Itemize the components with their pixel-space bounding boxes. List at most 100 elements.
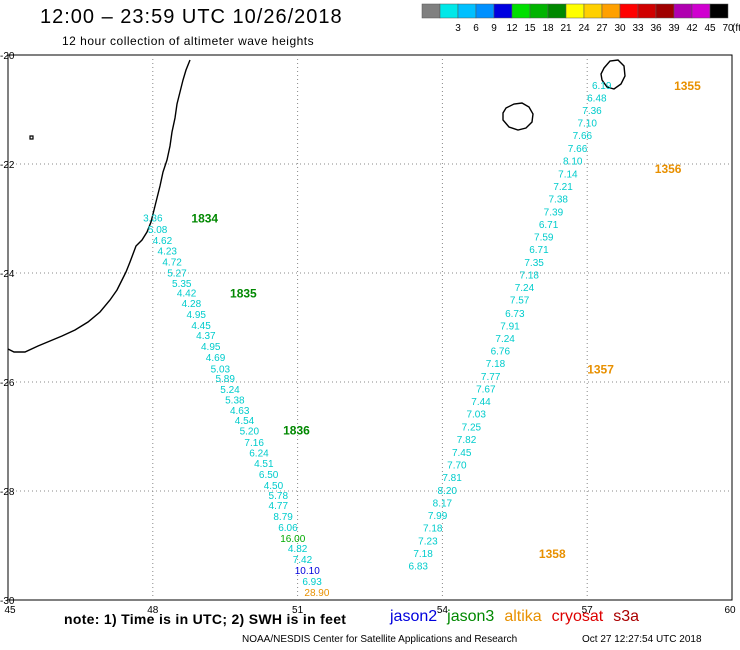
satellite-name: jason3 — [447, 608, 495, 625]
wave-height-value: 4.62 — [153, 236, 173, 247]
legend-swatch — [547, 3, 567, 19]
wave-height-value: 6.19 — [592, 81, 612, 92]
wave-height-value: 6.48 — [587, 94, 607, 105]
islet — [29, 135, 34, 140]
wave-height-value: 8.10 — [563, 157, 583, 168]
legend-swatch — [457, 3, 477, 19]
wave-height-value: 6.71 — [539, 220, 559, 231]
lat-lon-grid: 45 48 51 54 57 60 -20 -22 -24 -26 -28 -30 — [0, 51, 736, 616]
legend-tick-label: 12 — [506, 23, 518, 34]
legend-tick-label: 45 — [704, 23, 716, 34]
plot-frame — [7, 54, 733, 601]
legend-tick-label: 70 — [722, 23, 734, 34]
legend-swatch — [493, 3, 513, 19]
wave-height-value: 4.72 — [162, 258, 182, 269]
wave-height-value: 7.18 — [423, 524, 443, 535]
wave-height-value: 5.89 — [215, 374, 235, 385]
wave-height-value: 7.45 — [452, 448, 472, 459]
wave-height-value: 7.03 — [466, 410, 486, 421]
wave-height-value: 7.24 — [495, 334, 515, 345]
wave-height-value: 7.42 — [293, 555, 313, 566]
wave-height-value: 28.90 — [304, 588, 329, 599]
footer-note: note: 1) Time is in UTC; 2) SWH is in fe… — [64, 611, 347, 627]
legend-tick-label: 27 — [596, 23, 608, 34]
coastlines — [7, 59, 626, 353]
legend-swatch — [601, 3, 621, 19]
legend-tick-label: 6 — [473, 23, 479, 34]
wave-height-value: 7.14 — [558, 169, 578, 180]
legend-swatch — [565, 3, 585, 19]
pass-number-label: 1357 — [587, 362, 614, 376]
legend-tick-label: 30 — [614, 23, 626, 34]
reunion-island — [502, 102, 534, 131]
wave-height-value: 7.36 — [582, 106, 602, 117]
latitude-tick-label: -22 — [0, 160, 15, 171]
legend-swatch — [673, 3, 693, 19]
legend-swatch — [475, 3, 495, 19]
legend-swatch — [511, 3, 531, 19]
wave-height-value: 7.82 — [457, 435, 477, 446]
wave-height-value: 7.23 — [418, 537, 438, 548]
footer-timestamp: Oct 27 12:27:54 UTC 2018 — [582, 634, 702, 645]
wave-height-value: 4.54 — [235, 416, 255, 427]
wave-height-value: 4.69 — [206, 353, 226, 364]
satellite-legend: jason2 jason3 altika cryosat s3a — [390, 608, 649, 626]
wave-height-value: 8.17 — [433, 498, 453, 509]
wave-height-value: 7.18 — [413, 549, 433, 560]
wave-height-value: 7.18 — [486, 359, 506, 370]
wave-height-value: 4.23 — [158, 247, 178, 258]
wave-height-value: 8.20 — [437, 486, 457, 497]
pass-number-label: 1834 — [191, 211, 218, 225]
legend-tick-label: 33 — [632, 23, 644, 34]
wave-height-value: 6.76 — [491, 346, 511, 357]
wave-height-value: 8.79 — [273, 512, 293, 523]
wave-height-value: 4.82 — [288, 544, 308, 555]
legend-swatch — [619, 3, 639, 19]
legend-swatch — [655, 3, 675, 19]
satellite-name: s3a — [613, 608, 640, 625]
legend-tick-label: 36 — [650, 23, 662, 34]
wave-height-value: 5.03 — [211, 364, 231, 375]
pass-number-label: 1835 — [230, 287, 257, 301]
legend-unit-label: (ft) — [732, 23, 740, 34]
legend-tick-label: 9 — [491, 23, 497, 34]
longitude-tick-label: 45 — [4, 605, 16, 616]
wave-height-value: 7.16 — [244, 438, 264, 449]
wave-height-value: 7.38 — [549, 194, 569, 205]
wave-height-value: 7.35 — [524, 258, 544, 269]
latitude-tick-label: -30 — [0, 596, 15, 607]
wave-height-value: 7.39 — [544, 207, 564, 218]
wave-height-value: 7.67 — [476, 385, 496, 396]
wave-height-value: 4.45 — [191, 321, 211, 332]
wave-height-value: 16.00 — [280, 534, 305, 545]
wave-height-value: 7.59 — [534, 232, 554, 243]
legend-tick-label: 18 — [542, 23, 554, 34]
map-title: 12:00 – 23:59 UTC 10/26/2018 — [40, 6, 343, 28]
wave-height-value: 4.50 — [264, 481, 284, 492]
wave-height-value: 5.78 — [269, 491, 289, 502]
wave-height-value: 4.77 — [269, 501, 289, 512]
latitude-tick-label: -26 — [0, 378, 15, 389]
legend-swatch — [439, 3, 459, 19]
wave-height-value: 6.71 — [529, 245, 549, 256]
wave-height-value: 5.27 — [167, 268, 187, 279]
legend-swatch — [583, 3, 603, 19]
altimeter-tracks: 3.365.084.624.234.725.275.354.424.284.95… — [143, 79, 701, 599]
wave-height-value: 6.73 — [505, 309, 525, 320]
latitude-tick-label: -24 — [0, 269, 15, 280]
pass-number-label: 1356 — [655, 162, 682, 176]
wave-height-value: 6.24 — [249, 448, 269, 459]
legend-swatch — [691, 3, 711, 19]
legend-swatch — [637, 3, 657, 19]
wave-height-value: 7.57 — [510, 296, 530, 307]
legend-tick-label: 21 — [560, 23, 572, 34]
wave-height-value: 7.18 — [520, 271, 540, 282]
wave-height-value: 7.44 — [471, 397, 491, 408]
wave-height-value: 4.51 — [254, 459, 274, 470]
latitude-tick-label: -20 — [0, 51, 15, 62]
wave-height-value: 6.83 — [409, 562, 429, 573]
wave-height-value: 6.93 — [302, 577, 322, 588]
longitude-tick-label: 51 — [292, 605, 304, 616]
